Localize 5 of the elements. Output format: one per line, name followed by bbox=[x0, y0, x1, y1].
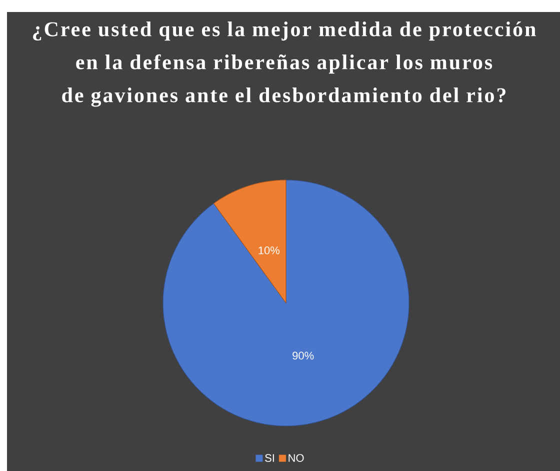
data-label: 10% bbox=[258, 246, 280, 254]
data-label: 90% bbox=[292, 352, 314, 360]
chart-title: ¿Cree usted que es la mejor medida de protección en la defensa ribereñas aplicar los muros de gaviones ante el desbordamiento del rio? bbox=[33, 22, 536, 107]
legend-label: NO bbox=[288, 454, 304, 462]
legend-label: SI bbox=[265, 454, 274, 462]
